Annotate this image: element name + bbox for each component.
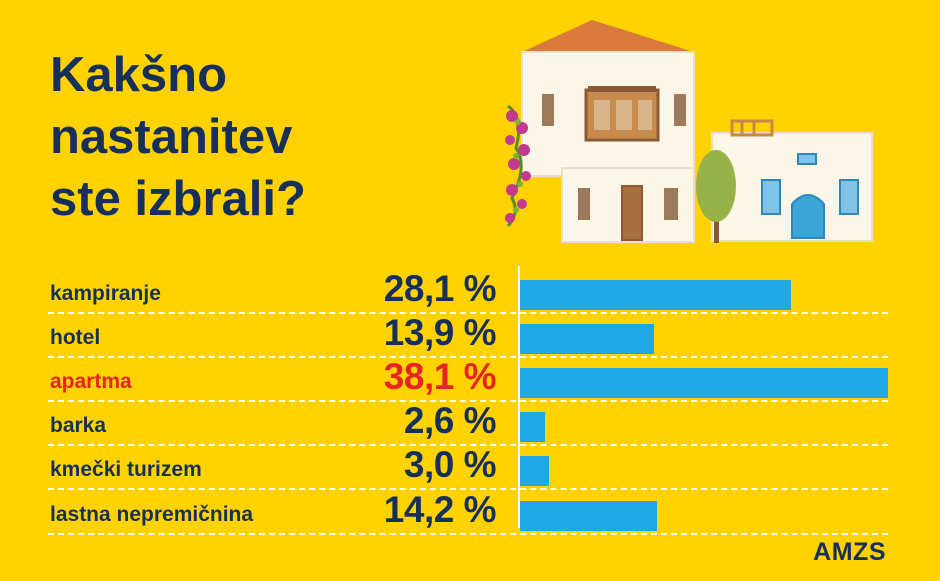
mediterranean-houses-icon — [505, 20, 873, 243]
dashed-separator — [48, 356, 888, 358]
bar — [520, 324, 655, 354]
value-label: 3,0 % — [403, 444, 497, 485]
chart-row: lastna nepremičnina 14,2 % — [48, 485, 888, 535]
dashed-separator — [48, 533, 888, 535]
value-label: 13,9 % — [383, 312, 497, 353]
bar — [520, 280, 792, 310]
chart-row: hotel 13,9 % — [48, 308, 888, 358]
title-line-1: Kakšno — [50, 48, 228, 102]
brand-logo: AMZS — [813, 538, 886, 566]
value-label: 38,1 % — [383, 356, 497, 397]
category-label: kampiranje — [50, 282, 161, 305]
dashed-separator — [48, 400, 888, 402]
chart-row: barka 2,6 % — [48, 396, 888, 446]
category-label: lastna nepremičnina — [50, 503, 254, 526]
value-label: 14,2 % — [383, 489, 497, 530]
bar — [520, 456, 549, 486]
chart-row: apartma 38,1 % — [48, 352, 888, 402]
title-line-3: ste izbrali? — [50, 172, 306, 226]
bar — [520, 368, 888, 398]
category-label: apartma — [50, 370, 132, 393]
bar — [520, 501, 658, 531]
title-line-2: nastanitev — [50, 110, 293, 164]
value-label: 28,1 % — [383, 268, 497, 309]
category-label: kmečki turizem — [50, 458, 202, 481]
chart-row: kmečki turizem 3,0 % — [48, 440, 888, 490]
dashed-separator — [48, 444, 888, 446]
value-label: 2,6 % — [403, 400, 497, 441]
bar-axis-line — [518, 266, 520, 528]
chart-row: kampiranje 28,1 % — [48, 264, 888, 314]
bar — [520, 412, 546, 442]
chart-title: Kakšno nastanitev ste izbrali? — [50, 44, 306, 230]
dashed-separator — [48, 312, 888, 314]
category-label: barka — [50, 414, 107, 437]
dashed-separator — [48, 488, 888, 490]
category-label: hotel — [50, 326, 101, 349]
